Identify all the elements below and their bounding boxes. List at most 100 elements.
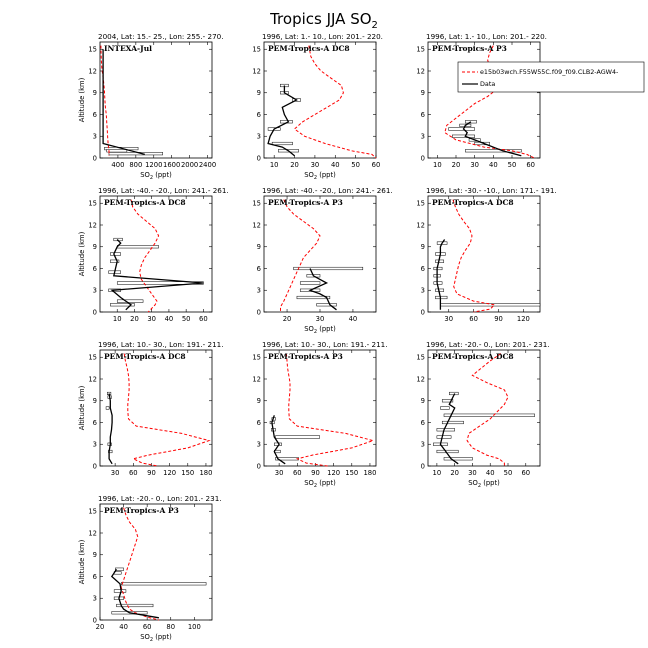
x-tick-label: 120	[517, 315, 530, 323]
y-tick-label: 12	[88, 221, 97, 229]
x-tick-label: 60	[199, 315, 208, 323]
x-tick-label: 40	[486, 469, 495, 477]
y-tick-label: 12	[88, 529, 97, 537]
x-tick-label: 60	[129, 469, 138, 477]
y-tick-label: 0	[257, 154, 261, 162]
error-bar	[296, 295, 331, 300]
x-tick-label: 40	[331, 161, 340, 169]
campaign-label: INTEXA-Jul	[104, 44, 152, 53]
x-axis-label-unit: (ppt)	[153, 171, 172, 179]
axes-frame	[99, 349, 213, 467]
error-bar	[115, 567, 124, 571]
observed-profile-line	[308, 268, 337, 311]
x-tick-label: 20	[283, 315, 292, 323]
error-bar	[443, 413, 535, 417]
model-profile-line	[293, 45, 377, 159]
panel-header: 2004, Lat: 15.- 25., Lon: 255.- 270.	[98, 32, 224, 41]
error-bar	[443, 457, 473, 461]
x-tick-label: 400	[111, 161, 124, 169]
x-tick-label: 20	[130, 315, 139, 323]
y-tick-label: 6	[421, 265, 425, 273]
error-bar	[440, 303, 541, 307]
x-tick-label: 60	[521, 469, 530, 477]
x-tick-label: 60	[372, 161, 381, 169]
panel-1: 2004, Lat: 15.- 25., Lon: 255.- 270. 0 3 6 9…	[78, 32, 224, 181]
x-axis-label-main: SO	[304, 325, 314, 333]
panel-header: 1996, Lat: -30.- -10., Lon: 171.- 191.	[426, 186, 557, 195]
y-tick-label: 3	[421, 441, 425, 449]
x-tick-label: 90	[147, 469, 156, 477]
observed-profile-line	[462, 121, 522, 157]
error-bar	[465, 120, 477, 124]
x-axis-label-main: SO	[304, 171, 314, 179]
campaign-label: PEM-Tropics-A P3	[268, 198, 343, 207]
campaign-label: PEM-Tropics-A P3	[432, 44, 507, 53]
axes-frame	[99, 195, 213, 313]
y-tick-label: 15	[252, 200, 261, 208]
y-tick-label: 15	[252, 354, 261, 362]
x-tick-label: 10	[113, 315, 122, 323]
x-tick-label: 1600	[163, 161, 180, 169]
y-tick-label: 9	[93, 551, 97, 559]
x-axis-label: SO2 (ppt)	[140, 171, 172, 181]
y-tick-label: 3	[421, 133, 425, 141]
axes-frame	[427, 349, 541, 467]
axes-frame	[263, 349, 377, 467]
error-bar	[465, 149, 522, 153]
observed-profile-line	[439, 393, 459, 465]
y-tick-label: 0	[257, 308, 261, 316]
legend-model-label: e15b03wch.F55W55C.f09_f09.CLB2-AGW4-	[480, 68, 618, 76]
y-tick-label: 6	[421, 419, 425, 427]
y-tick-label: 3	[93, 595, 97, 603]
panel-2: 1996, Lat: 1.- 10., Lon: 201.- 220. 0 3 6 9 1…	[252, 32, 383, 181]
y-axis-label: Altitude (km)	[78, 77, 86, 122]
x-tick-label: 90	[494, 315, 503, 323]
x-tick-label: 30	[468, 469, 477, 477]
error-bar	[293, 266, 364, 271]
panel-header: 1996, Lat: 1.- 10., Lon: 201.- 220.	[426, 32, 547, 41]
observed-profile-line	[267, 85, 298, 157]
campaign-label: PEM-Tropics-A P3	[268, 352, 343, 361]
x-axis-label-main: SO	[304, 479, 314, 487]
y-tick-label: 9	[93, 397, 97, 405]
x-tick-label: 100	[188, 623, 201, 631]
y-axis-label: Altitude (km)	[78, 385, 86, 430]
x-tick-label: 80	[166, 623, 175, 631]
x-tick-label: 20	[452, 161, 461, 169]
error-bar	[448, 127, 475, 131]
x-tick-label: 30	[470, 161, 479, 169]
axes-frame	[427, 195, 541, 313]
y-tick-label: 12	[88, 375, 97, 383]
error-bar	[452, 134, 475, 138]
panel-8: 1996, Lat: 10.- 30., Lon: 191.- 211. 0 3 6 9…	[252, 340, 387, 489]
y-tick-label: 6	[257, 265, 261, 273]
panel-5: 1996, Lat: -40.- -20., Lon: 241.- 261. 0 3…	[252, 186, 392, 335]
x-tick-label: 20	[96, 623, 105, 631]
x-tick-label: 40	[165, 315, 174, 323]
x-axis-label-subscript: 2	[478, 483, 481, 489]
error-bar	[440, 406, 450, 410]
x-axis-label-main: SO	[468, 479, 478, 487]
y-tick-label: 9	[421, 89, 425, 97]
x-axis-label: SO2 (ppt)	[468, 479, 500, 489]
error-bar	[105, 406, 110, 410]
panel-6: 1996, Lat: -30.- -10., Lon: 171.- 191. 0 3…	[416, 186, 556, 323]
x-axis-label-subscript: 2	[314, 483, 317, 489]
campaign-label: PEM-Tropics-A P3	[104, 506, 179, 515]
x-axis-label-main: SO	[140, 633, 150, 641]
panel-7: 1996, Lat: 10.- 30., Lon: 191.- 211. 0 3 6 9…	[78, 340, 224, 477]
y-tick-label: 0	[93, 616, 97, 624]
error-bar	[108, 152, 163, 156]
x-tick-label: 30	[147, 315, 156, 323]
y-tick-label: 15	[88, 508, 97, 516]
model-profile-line	[280, 199, 321, 312]
y-tick-label: 12	[252, 375, 261, 383]
error-bar	[436, 428, 455, 432]
x-tick-label: 1200	[145, 161, 162, 169]
x-axis-label: SO2 (ppt)	[304, 325, 336, 335]
y-tick-label: 3	[93, 133, 97, 141]
y-tick-label: 15	[416, 200, 425, 208]
y-tick-label: 15	[88, 354, 97, 362]
y-tick-label: 12	[416, 375, 425, 383]
